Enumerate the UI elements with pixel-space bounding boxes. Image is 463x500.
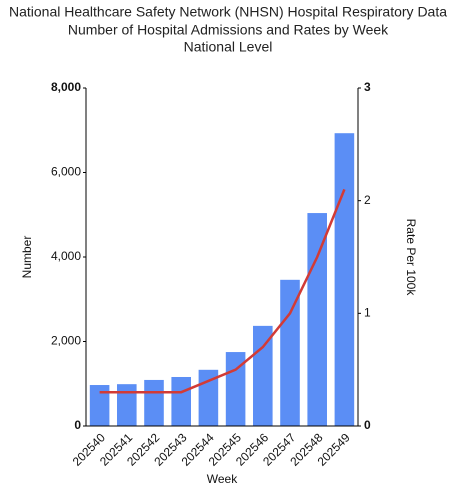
line bbox=[99, 188, 346, 394]
y2-tick-label: 0 bbox=[364, 418, 371, 432]
y2-axis-title: Rate Per 100k bbox=[404, 219, 418, 297]
chart-subtitle: Number of Hospital Admissions and Rates … bbox=[68, 22, 389, 38]
bar bbox=[144, 379, 164, 426]
y2-tick-label: 2 bbox=[364, 193, 371, 207]
y-tick-label: 8,000 bbox=[51, 80, 81, 94]
bar bbox=[307, 213, 327, 426]
bar bbox=[334, 133, 355, 426]
chart-title: National Healthcare Safety Network (NHSN… bbox=[9, 4, 447, 20]
y-tick-label: 0 bbox=[74, 418, 81, 432]
y2-tick-label: 3 bbox=[364, 80, 371, 94]
y-tick-label: 4,000 bbox=[51, 249, 81, 263]
bar bbox=[280, 279, 300, 426]
x-axis-title: Week bbox=[207, 472, 238, 486]
y-tick-label: 2,000 bbox=[51, 334, 81, 348]
bar bbox=[89, 385, 110, 426]
bar bbox=[171, 376, 191, 426]
bar bbox=[253, 325, 273, 426]
y-tick-label: 6,000 bbox=[51, 165, 81, 179]
y2-tick-label: 1 bbox=[364, 306, 371, 320]
bar bbox=[117, 384, 137, 426]
y-axis-title: Number bbox=[20, 236, 34, 279]
chart-subtitle: National Level bbox=[184, 39, 273, 55]
